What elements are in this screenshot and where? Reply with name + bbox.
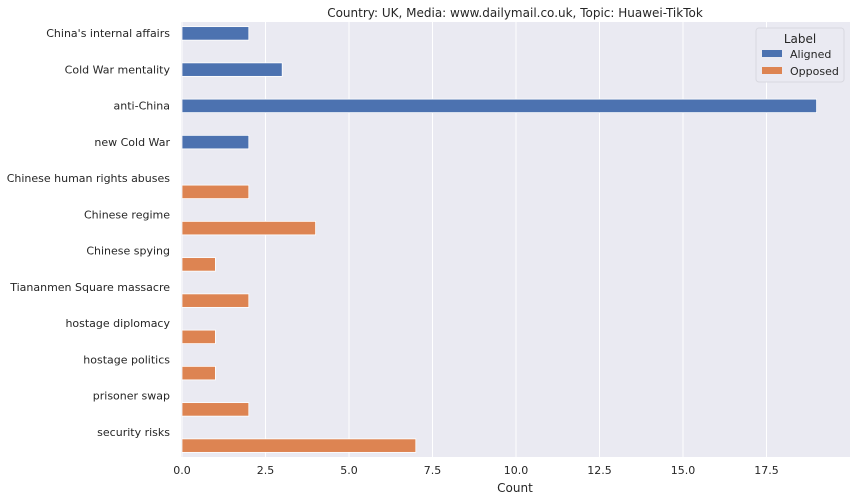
bar-opposed <box>181 329 216 345</box>
bar-opposed <box>181 257 216 272</box>
y-tick-label: Cold War mentality <box>65 63 171 76</box>
y-tick-label: Tiananmen Square massacre <box>9 281 170 294</box>
bar-opposed <box>181 220 317 236</box>
bar-aligned <box>181 134 250 150</box>
y-tick-label: Chinese regime <box>84 208 170 221</box>
y-tick-label: hostage diplomacy <box>65 317 170 330</box>
x-tick-label: 2.5 <box>257 464 275 477</box>
bars <box>181 26 817 453</box>
bar-opposed <box>181 184 250 200</box>
y-tick-labels: China's internal affairs Cold War mentali… <box>7 27 171 439</box>
y-tick-label: anti-China <box>114 100 170 113</box>
legend-title: Label <box>784 32 816 46</box>
y-tick-label: China's internal affairs <box>46 27 170 40</box>
y-tick-label: Chinese human rights abuses <box>7 172 171 185</box>
y-tick-label: security risks <box>97 426 170 439</box>
x-tick-label: 7.5 <box>424 464 442 477</box>
bar-aligned <box>181 98 817 114</box>
bar-aligned <box>181 26 250 41</box>
y-tick-label: prisoner swap <box>93 390 170 403</box>
bar-opposed <box>181 293 250 308</box>
bar-opposed <box>181 438 417 453</box>
legend-swatch-aligned <box>762 50 782 57</box>
x-tick-label: 12.5 <box>587 464 612 477</box>
legend-label-aligned: Aligned <box>790 48 831 61</box>
x-tick-label: 15.0 <box>671 464 696 477</box>
x-tick-label: 0.0 <box>173 464 191 477</box>
bar-opposed <box>181 365 216 381</box>
x-tick-label: 17.5 <box>754 464 779 477</box>
grid-lines <box>181 22 767 457</box>
legend-swatch-opposed <box>762 67 782 74</box>
y-tick-label: new Cold War <box>94 136 170 149</box>
bar-opposed <box>181 402 250 417</box>
y-tick-label: hostage politics <box>83 353 170 366</box>
bar-aligned <box>181 62 283 77</box>
x-tick-labels: 0.0 2.5 5.0 7.5 10.0 12.5 15.0 17.5 <box>173 464 779 477</box>
x-tick-label: 5.0 <box>340 464 358 477</box>
legend-label-opposed: Opposed <box>790 65 839 78</box>
y-tick-label: Chinese spying <box>86 245 170 258</box>
legend: Label Aligned Opposed <box>755 27 845 83</box>
x-axis-label: Count <box>497 481 533 495</box>
chart-title: Country: UK, Media: www.dailymail.co.uk,… <box>327 6 703 20</box>
x-tick-label: 10.0 <box>504 464 529 477</box>
